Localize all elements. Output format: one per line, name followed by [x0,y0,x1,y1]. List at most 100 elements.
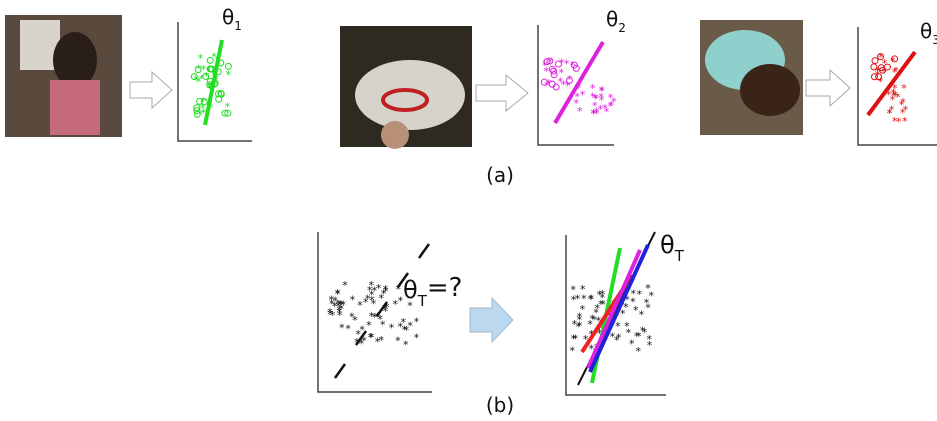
photo [5,15,122,137]
scatter-point: * [600,298,606,311]
scatter-point: * [395,283,401,296]
scatter-point: * [901,82,907,95]
scatter-point: * [616,331,622,344]
scatter-point: * [397,321,403,334]
scatter-point: * [398,294,404,307]
scatter-point: * [875,65,881,78]
scatter-point: * [629,338,635,351]
scatter-point: * [369,331,375,344]
scatter-point: * [407,319,413,332]
scatter-point: * [383,285,389,298]
scatter-point: * [599,94,605,107]
scatter-point: * [598,91,604,104]
scatter-point [206,56,214,64]
scatter-point: * [594,108,600,121]
scatter-point: * [371,285,377,298]
scatter-point: * [600,292,606,305]
scatter-point: * [365,292,371,305]
scatter-point: * [599,84,605,97]
scatter-point: * [384,301,390,314]
scatter-point: * [335,287,341,300]
scatter-point: * [572,318,578,331]
scatter-point: * [379,334,385,347]
scatter-point: * [565,79,571,92]
scatter-point: * [196,62,202,75]
theta-label: θ2 [606,7,626,35]
scatter-point: * [583,333,589,346]
scatter-point: * [591,108,597,121]
fit-line [553,40,605,125]
scatter-point: * [576,82,582,95]
scatter-point: * [377,313,383,326]
scatter-point: * [891,87,897,100]
scatter-point: * [887,107,893,120]
scatter-point: * [626,326,632,339]
scatter-point [224,62,232,70]
scatter-point: * [567,73,573,86]
scatter-point: * [395,334,401,347]
scatter-point: * [338,299,344,312]
scatter-point: * [330,309,336,322]
scatter-point: * [588,343,594,356]
scatter-point: * [634,330,640,343]
scatter-point: * [620,307,626,320]
scatter-point: * [642,326,648,339]
scatter-point: * [592,100,598,113]
scatter-point: * [597,322,603,335]
scatter-point: * [614,334,620,347]
scatter-point: * [900,106,906,119]
scatter-point [572,64,580,72]
scatter-point: * [368,331,374,344]
scatter-point: * [602,102,608,115]
arrow [129,68,851,113]
scatter-point: * [367,284,373,297]
scatter-point: * [581,293,587,306]
scatter-point: * [211,50,217,63]
axis [537,25,614,146]
scatter-point: * [378,292,384,305]
scatter-point: * [335,288,341,301]
scatter-point: * [201,106,207,119]
scatter-point: * [611,96,617,109]
scatter-point [550,67,558,75]
scatter-point: * [564,57,570,70]
scatter-point: * [401,316,407,329]
scatter-point: * [577,105,583,118]
scatter-point: * [375,311,381,324]
scatter-point: * [893,64,899,77]
scatter-point [215,95,223,103]
scatter-point: * [878,75,884,88]
scatter-point: * [633,304,639,317]
scatter-point: * [875,68,881,81]
scatter-point: * [900,96,906,109]
scatter-point: * [375,336,381,349]
scatter-point [870,63,878,71]
scatter-point [877,53,885,61]
scatter-point: * [878,51,884,64]
scatter-point [555,60,563,68]
caption: (b) [486,393,514,417]
scatter-point: * [892,66,898,79]
scatter-point: * [615,320,621,333]
axis [565,235,666,396]
scatter-point [552,83,560,91]
scatter-point: * [630,295,636,308]
scatter-point: * [608,100,614,113]
scatter-point: * [571,332,577,345]
scatter-point: * [332,294,338,307]
scatter-point: * [889,104,895,117]
scatter-point: * [407,300,413,313]
scatter-point: * [890,94,896,107]
scatter-point: * [225,101,231,114]
scatter-point: * [389,321,395,334]
scatter-point: * [645,282,651,295]
scatter-point: * [577,314,583,327]
scatter-point: * [590,312,596,325]
scatter-point [193,104,201,112]
scatter-point: * [882,57,888,70]
scatter-point: * [201,95,207,108]
caption: (a) [486,163,514,187]
scatter-point: * [363,296,369,309]
scatter-point: * [595,315,601,328]
